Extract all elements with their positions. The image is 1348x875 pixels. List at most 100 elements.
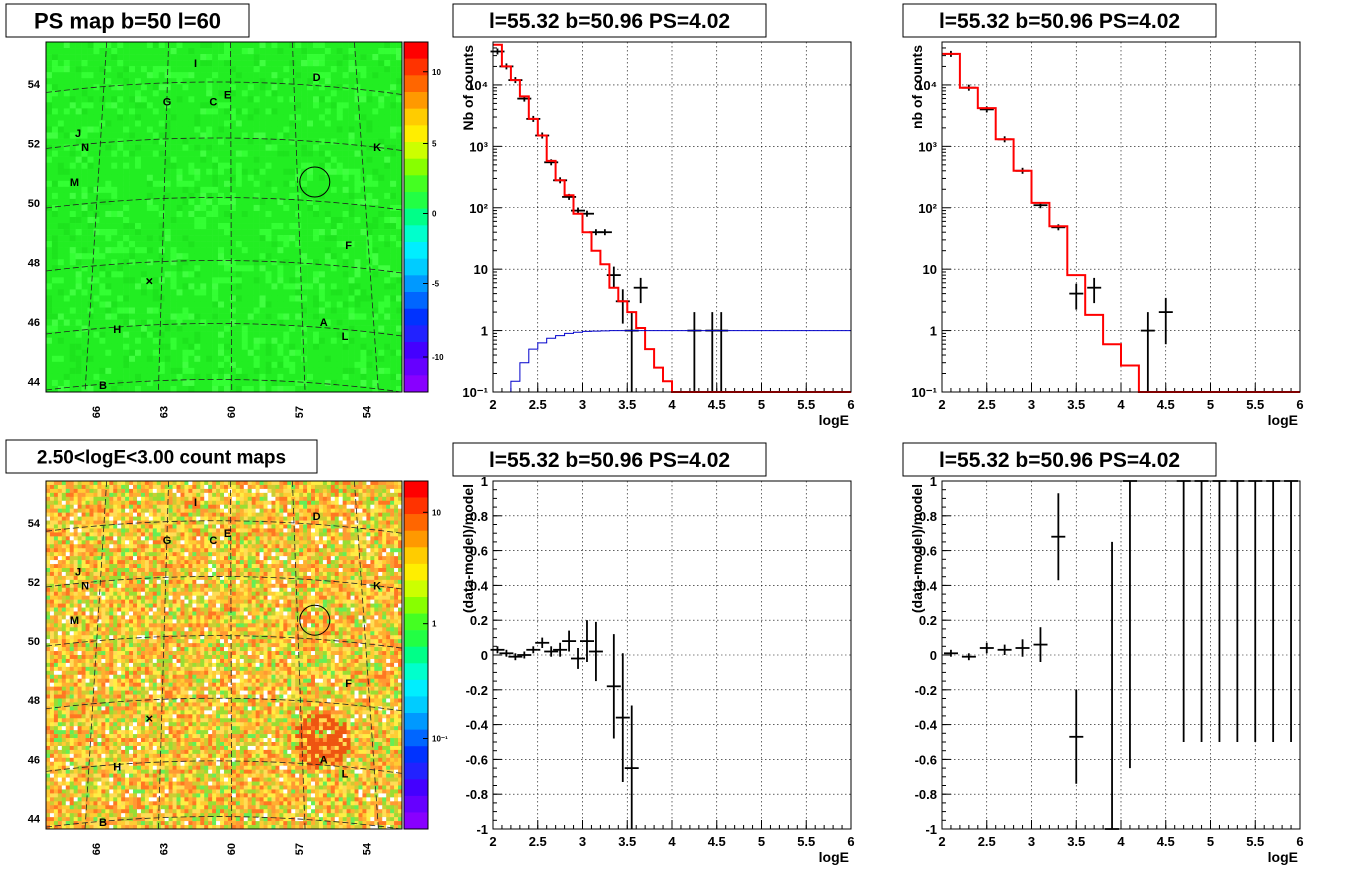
map-pixel <box>224 289 231 296</box>
map-pixel <box>313 192 320 200</box>
map-pixel <box>135 180 142 188</box>
map-pixel <box>384 343 391 351</box>
map-pixel <box>336 198 343 206</box>
map-pixel <box>188 331 195 338</box>
map-pixel <box>63 90 71 97</box>
map-pixel <box>235 504 241 509</box>
map-pixel <box>200 126 207 133</box>
map-pixel <box>253 126 260 133</box>
map-pixel <box>123 343 130 351</box>
map-pixel <box>93 120 100 127</box>
map-pixel <box>176 235 183 242</box>
map-pixel <box>265 60 272 67</box>
map-pixel <box>176 307 183 314</box>
map-pixel <box>253 331 260 338</box>
map-pixel <box>342 313 349 320</box>
map-pixel <box>146 120 154 127</box>
map-pixel <box>51 373 59 381</box>
map-pixel <box>170 379 177 387</box>
map-pixel <box>295 229 302 236</box>
map-pixel <box>299 500 304 506</box>
map-pixel <box>188 524 193 529</box>
map-pixel <box>318 60 326 67</box>
map-pixel <box>231 484 237 490</box>
map-pixel <box>390 217 397 224</box>
map-pixel <box>75 229 82 236</box>
map-pixel <box>303 500 308 506</box>
map-pixel <box>135 361 142 369</box>
map-pixel <box>182 361 189 369</box>
map-pixel <box>188 72 195 79</box>
map-pixel <box>129 307 136 314</box>
map-pixel <box>318 367 326 375</box>
map-pixel <box>204 500 209 506</box>
map-pixel <box>81 126 88 133</box>
map-pixel <box>247 373 254 381</box>
map-pixel <box>99 331 106 338</box>
map-pixel <box>354 337 361 345</box>
map-pixel <box>196 528 201 533</box>
map-pixel <box>123 42 130 49</box>
map-pixel <box>354 132 361 139</box>
map-pixel <box>378 496 383 502</box>
map-pixel <box>188 253 195 260</box>
map-pixel <box>243 496 249 502</box>
map-pixel <box>57 355 65 363</box>
map-pixel <box>146 229 154 236</box>
map-pixel <box>342 271 349 278</box>
map-pixel <box>255 532 260 537</box>
map-pixel <box>283 289 290 296</box>
map-pixel <box>53 488 59 494</box>
map-pixel <box>318 481 324 486</box>
map-pixel <box>152 156 160 163</box>
map-pixel <box>394 528 399 533</box>
map-pixel <box>366 367 373 375</box>
map-pixel <box>265 331 272 338</box>
map-pixel <box>87 217 94 224</box>
map-pixel <box>170 265 177 272</box>
map-pixel <box>384 271 391 278</box>
map-pixel <box>346 481 351 486</box>
map-pixel <box>129 126 136 133</box>
map-pixel <box>235 373 243 381</box>
map-pixel <box>366 385 373 393</box>
map-pixel <box>111 96 118 103</box>
map-pixel <box>212 325 219 332</box>
map-pixel <box>224 229 231 236</box>
map-pixel <box>146 162 154 170</box>
map-pixel <box>235 174 243 182</box>
map-pixel <box>318 253 326 260</box>
map-pixel <box>384 60 391 67</box>
map-pixel <box>247 540 252 545</box>
colorbar-cell <box>404 158 428 176</box>
map-pixel <box>295 174 302 182</box>
map-pixel <box>336 66 343 73</box>
map-pixel <box>224 138 231 145</box>
map-pixel <box>133 508 138 513</box>
map-pixel <box>89 512 94 517</box>
map-pixel <box>259 349 266 357</box>
map-pixel <box>117 120 124 127</box>
map-pixel <box>81 78 88 85</box>
map-pixel <box>117 42 124 49</box>
map-pixel <box>348 72 355 79</box>
map-pixel <box>218 42 225 49</box>
map-pixel <box>212 102 219 109</box>
map-pixel <box>277 174 284 182</box>
map-pixel <box>265 156 272 163</box>
map-pixel <box>330 540 336 545</box>
map-pixel <box>227 532 233 537</box>
map-pixel <box>158 108 165 115</box>
map-pixel <box>135 325 142 332</box>
map-pixel <box>271 235 278 242</box>
map-pixel <box>396 78 403 85</box>
map-pixel <box>65 481 71 486</box>
map-pixel <box>348 114 355 121</box>
map-pixel <box>227 516 233 521</box>
map-pixel <box>366 484 371 490</box>
map-pixel <box>239 536 245 541</box>
map-pixel <box>194 325 201 332</box>
map-pixel <box>188 488 193 494</box>
map-pixel <box>57 504 63 509</box>
map-pixel <box>224 343 231 351</box>
